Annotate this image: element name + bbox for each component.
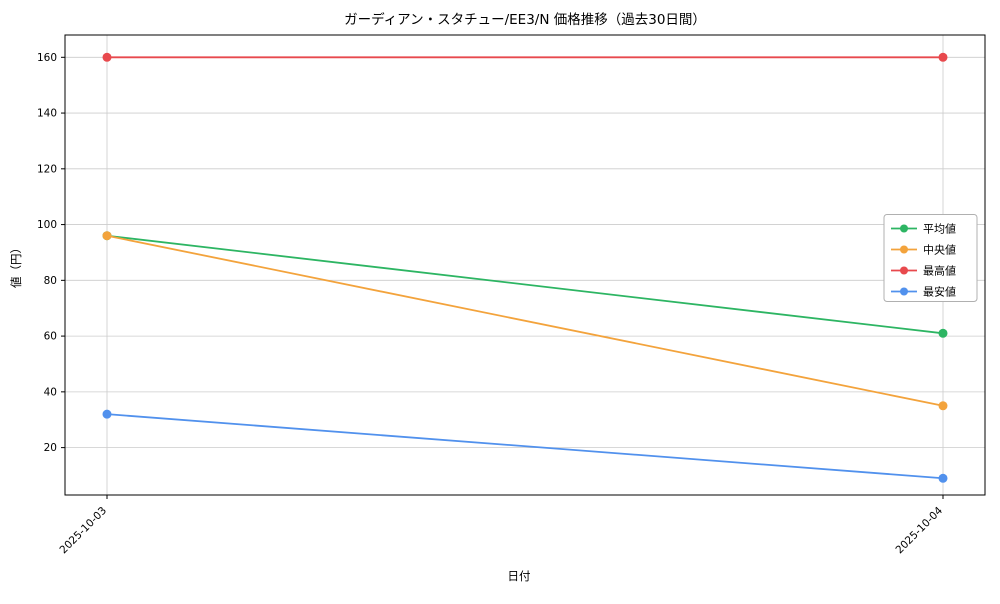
series-line [106, 413, 944, 480]
x-axis-label: 日付 [508, 569, 531, 583]
data-point [938, 473, 948, 483]
series-line [106, 234, 944, 335]
series-line [106, 234, 944, 407]
legend-marker [900, 266, 908, 275]
plot-border [64, 34, 986, 496]
y-tick-label: 60 [44, 331, 57, 343]
data-point [102, 231, 112, 241]
y-tick-label: 120 [37, 163, 57, 175]
y-tick-label: 20 [44, 442, 57, 454]
plot-background [65, 35, 985, 495]
legend-marker [900, 224, 908, 233]
legend-label: 最安値 [923, 284, 956, 298]
chart-title: ガーディアン・スタチュー/EE3/N 価格推移（過去30日間） [344, 11, 706, 28]
legend-marker [900, 287, 908, 296]
y-tick-label: 40 [44, 386, 57, 398]
data-point [938, 328, 948, 338]
legend-label: 中央値 [923, 243, 956, 256]
legend-marker [900, 245, 908, 254]
data-point [102, 52, 112, 62]
y-tick-label: 80 [44, 275, 57, 287]
y-tick-label: 100 [37, 219, 57, 231]
y-tick-label: 160 [37, 52, 57, 64]
x-tick-label: 2025-10-04 [893, 504, 945, 556]
y-axis-label: 値（円） [9, 242, 23, 288]
x-tick-label: 2025-10-03 [57, 505, 109, 557]
y-tick-label: 140 [37, 108, 57, 120]
data-point [938, 401, 948, 411]
legend-label: 平均値 [923, 222, 956, 235]
data-point [938, 52, 948, 62]
legend-label: 最高値 [923, 263, 956, 277]
legend-box [883, 214, 978, 302]
data-point [102, 409, 112, 419]
